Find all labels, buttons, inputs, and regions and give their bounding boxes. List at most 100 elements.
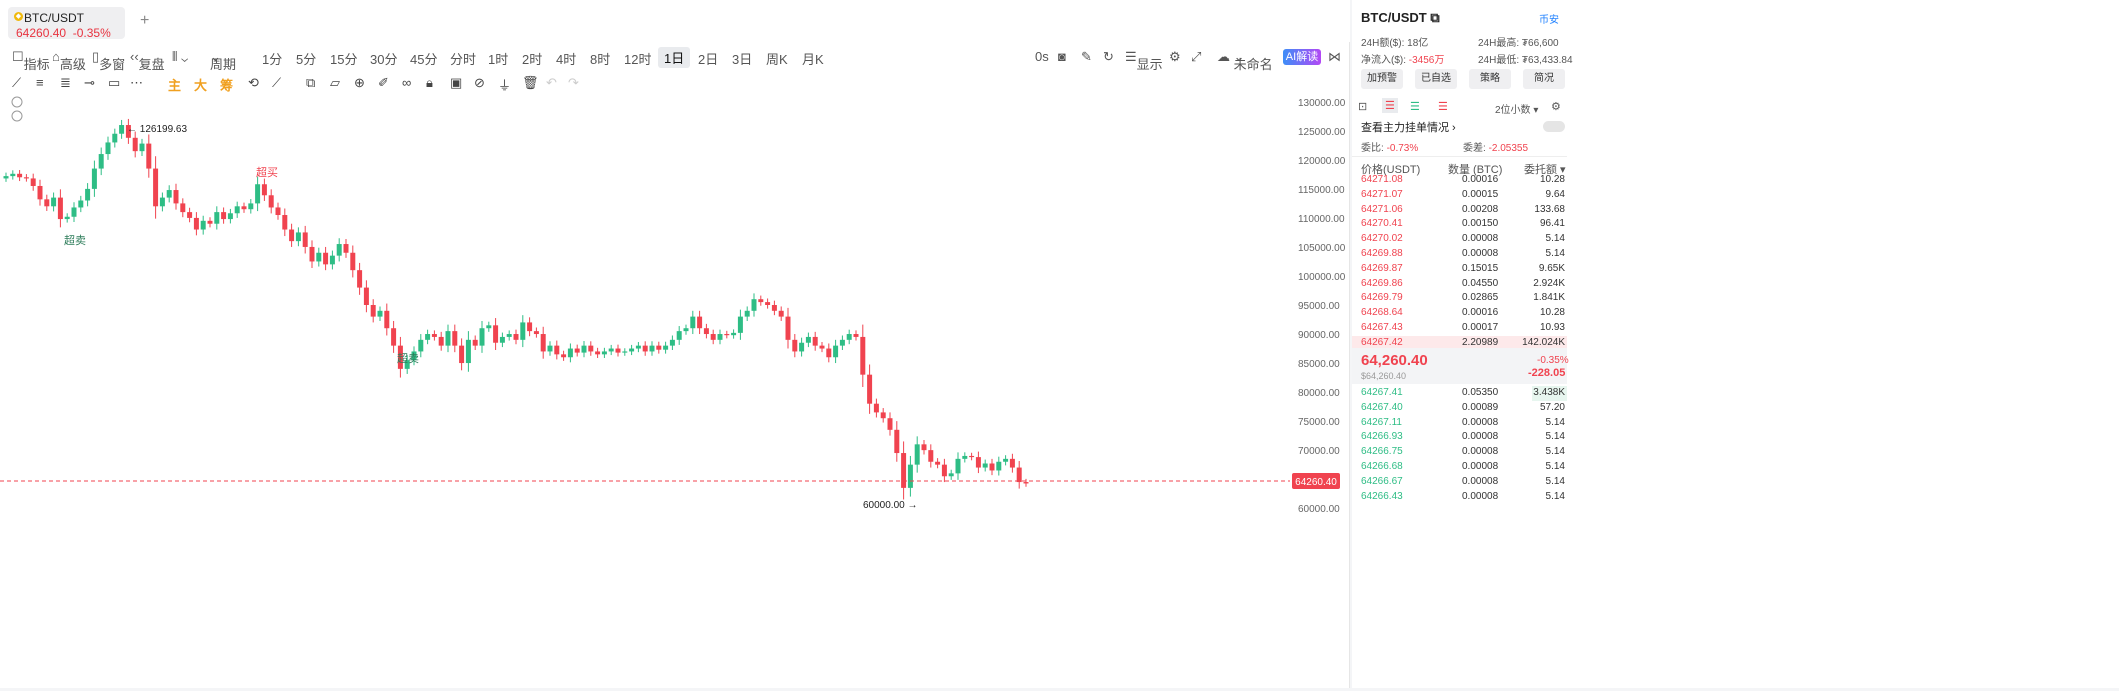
fullscreen-icon[interactable]: ⤢ [1191, 49, 1202, 64]
candle-body [384, 310, 390, 329]
more-tools-icon[interactable]: ⋯ [130, 75, 143, 90]
period-button[interactable]: 周期 ⌄ [210, 49, 237, 72]
add-tab-button[interactable]: + [140, 12, 150, 29]
col-total[interactable]: 委托额 ▾ [1524, 164, 1566, 176]
tf-month[interactable]: 月K [802, 52, 824, 67]
candle-body [200, 220, 206, 230]
ask-row[interactable]: 64270.41 0.00150 96.41 [1352, 217, 1567, 232]
settings-icon[interactable]: ⚙ [1169, 49, 1181, 64]
both-sides-icon[interactable]: ☰ [1382, 98, 1398, 113]
fib-icon[interactable]: ⊘ [474, 75, 485, 90]
ask-row[interactable]: 64267.43 0.00017 10.93 [1352, 321, 1567, 336]
decimals-select[interactable]: 2位小数 ▾ [1495, 105, 1539, 116]
bid-row[interactable]: 64267.41 0.05350 3.438K [1352, 386, 1567, 401]
bid-row[interactable]: 64267.40 0.00089 57.20 [1352, 401, 1567, 416]
tf-45m[interactable]: 45分 [410, 52, 438, 67]
redo-icon[interactable]: ↷ [568, 75, 579, 90]
tf-2h[interactable]: 2时 [522, 52, 543, 67]
kline-chart[interactable]: 130000.00 125000.00 120000.00 115000.00 1100… [0, 96, 1350, 688]
strategy-button[interactable]: 策略 [1469, 69, 1511, 89]
orderbook-settings-icon[interactable]: ⚙ [1551, 101, 1561, 113]
tf-5m[interactable]: 5分 [296, 52, 317, 67]
countdown-label[interactable]: 0s [1035, 49, 1049, 64]
ask-total: 96.41 [1539, 218, 1565, 230]
replay-button[interactable]: ‹‹ 复盘 [130, 49, 165, 72]
trendline-icon[interactable]: ⟋ [12, 75, 22, 90]
tf-week[interactable]: 周K [766, 52, 788, 67]
measure-icon[interactable]: ⟋ [272, 75, 282, 90]
bids-only-icon[interactable]: ☰ [1410, 101, 1420, 113]
kline-svg[interactable]: 130000.00 125000.00 120000.00 115000.00 1100… [0, 96, 1350, 688]
tf-1m[interactable]: 1分 [262, 52, 283, 67]
collapse-icon[interactable] [11, 96, 23, 108]
ask-row[interactable]: 64271.07 0.00015 9.64 [1352, 188, 1567, 203]
bid-row[interactable]: 64266.75 0.00008 5.14 [1352, 445, 1567, 460]
depth-view-icon[interactable]: ⊡ [1358, 101, 1368, 113]
brush-icon[interactable]: ✐ [378, 75, 389, 90]
magnet-icon[interactable]: ⟲ [248, 75, 259, 90]
tf-timeshare[interactable]: 分时 [450, 52, 477, 67]
ask-row[interactable]: 64271.08 0.00016 10.28 [1352, 173, 1567, 188]
main-indicator-button[interactable]: 主 [168, 78, 182, 93]
zoom-icon[interactable]: ⊕ [354, 75, 365, 90]
ask-row[interactable]: 64268.64 0.00016 10.28 [1352, 306, 1567, 321]
ask-row[interactable]: 64271.06 0.00208 133.68 [1352, 203, 1567, 218]
indicator-button[interactable]: ☐ 指标 [12, 49, 50, 72]
ask-row[interactable]: 64270.02 0.00008 5.14 [1352, 232, 1567, 247]
mainforce-link[interactable]: 查看主力挂单情况 › [1361, 122, 1456, 134]
tf-12h[interactable]: 12时 [624, 52, 652, 67]
pen-icon[interactable]: ✎ [1081, 49, 1092, 64]
bid-row[interactable]: 64267.11 0.00008 5.14 [1352, 416, 1567, 431]
rect-icon[interactable]: ▭ [108, 75, 121, 90]
bid-row[interactable]: 64266.43 0.00008 5.14 [1352, 490, 1567, 505]
tf-3d[interactable]: 3日 [732, 52, 753, 67]
mainforce-toggle[interactable] [1543, 121, 1565, 132]
candle-body [10, 173, 16, 177]
trash-icon[interactable]: 🗑︎ [522, 75, 539, 90]
advanced-button[interactable]: ⌂ 高级 [52, 49, 86, 72]
tf-1d[interactable]: 1日 [658, 47, 691, 68]
bid-row[interactable]: 64266.93 0.00008 5.14 [1352, 430, 1567, 445]
hlines-icon[interactable]: ≡ [36, 75, 44, 90]
ask-row[interactable]: 64269.86 0.04550 2.924K [1352, 277, 1567, 292]
bid-row[interactable]: 64266.67 0.00008 5.14 [1352, 475, 1567, 490]
candle-body [350, 252, 356, 271]
undo-layout-icon[interactable]: ↻ [1103, 49, 1114, 64]
layout-name-button[interactable]: ☁ 未命名 ⌄ [1217, 49, 1273, 72]
watchlist-button[interactable]: 已自选 [1415, 69, 1457, 89]
tf-15m[interactable]: 15分 [330, 52, 358, 67]
filter-icon[interactable]: ⏚ [498, 78, 512, 93]
ask-row[interactable]: 64269.87 0.15015 9.65K [1352, 262, 1567, 277]
multi-window-button[interactable]: ▯ 多窗 [92, 49, 126, 72]
tf-8h[interactable]: 8时 [590, 52, 611, 67]
ask-row[interactable]: 64269.79 0.02865 1.841K [1352, 291, 1567, 306]
tf-2d[interactable]: 2日 [698, 52, 719, 67]
ask-row[interactable]: 64267.42 2.20989 142.024K [1352, 335, 1567, 351]
chip-button[interactable]: 筹 [220, 78, 234, 93]
channel-icon[interactable]: ≣ [60, 75, 71, 90]
bid-row[interactable]: 64266.68 0.00008 5.14 [1352, 460, 1567, 475]
exchange-link[interactable]: 币安 [1539, 15, 1559, 26]
edit-icon[interactable]: ▣ [450, 75, 463, 90]
big-order-button[interactable]: 大 [194, 78, 208, 93]
tf-4h[interactable]: 4时 [556, 52, 577, 67]
tf-30m[interactable]: 30分 [370, 52, 398, 67]
display-button[interactable]: ☰ 显示 [1125, 49, 1163, 72]
symbol-tab[interactable]: ◆ BTC/USDT 64260.40 -0.35% [8, 7, 125, 40]
tf-1h[interactable]: 1时 [488, 52, 509, 67]
ai-analysis-button[interactable]: AI解读 [1283, 49, 1321, 65]
ruler-icon[interactable]: ▱ [330, 75, 340, 90]
copy-icon[interactable]: ⧉ [306, 75, 316, 90]
expand-icon[interactable] [11, 110, 23, 122]
alert-button[interactable]: 加预警 [1361, 69, 1403, 89]
ask-row[interactable]: 64269.88 0.00008 5.14 [1352, 247, 1567, 262]
share-icon[interactable]: ⋈ [1328, 49, 1341, 64]
ray-icon[interactable]: ⊸ [84, 75, 95, 90]
camera-icon[interactable]: ◙ [1058, 49, 1066, 64]
lock-icon[interactable]: 🔒︎ [426, 75, 433, 90]
link-icon[interactable]: ∞ [402, 75, 412, 90]
asks-only-icon[interactable]: ☰ [1438, 101, 1448, 113]
chart-type-button[interactable]: ⫴ ⌄ [172, 49, 189, 64]
overview-button[interactable]: 简况 [1523, 69, 1565, 89]
undo-icon[interactable]: ↶ [546, 75, 557, 90]
